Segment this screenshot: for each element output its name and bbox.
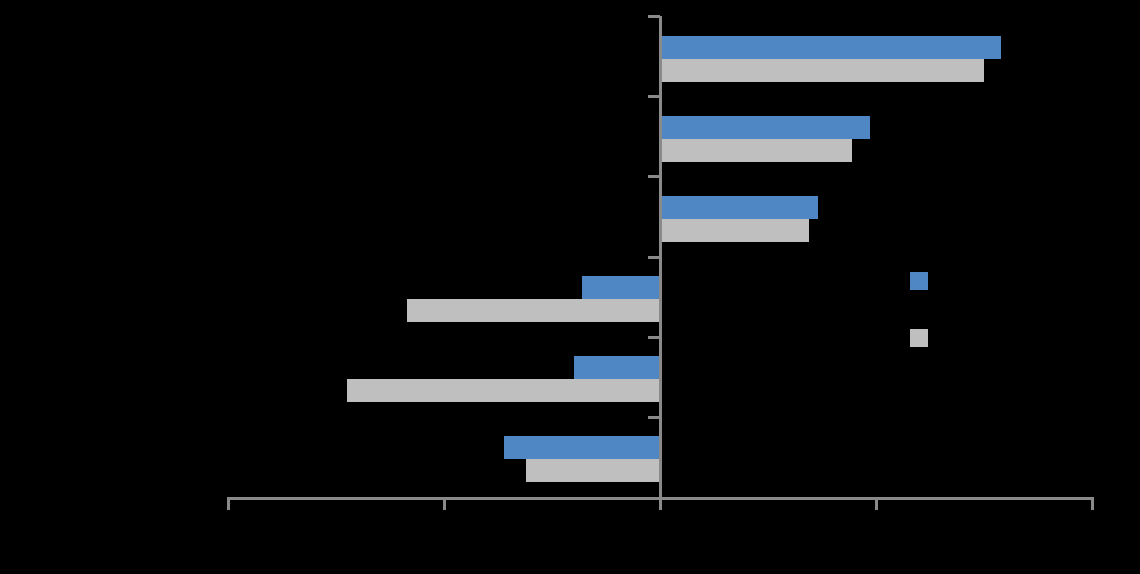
y-axis-tick: [648, 255, 660, 259]
bar-gray-category-6: [526, 459, 660, 483]
x-axis-tick: [874, 497, 878, 510]
bar-blue-category-1: [660, 35, 1002, 59]
bar-gray-category-4: [407, 299, 660, 322]
y-axis-tick: [648, 415, 660, 419]
bar-blue-category-3: [660, 195, 818, 219]
y-axis-line: [658, 16, 662, 500]
bar-gray-category-1: [660, 58, 984, 82]
y-axis-tick: [648, 335, 660, 339]
bar-gray-category-5: [346, 379, 660, 403]
legend-swatch-blue: [910, 272, 928, 290]
y-axis-tick: [648, 15, 660, 18]
x-axis-tick: [1090, 497, 1094, 510]
bar-gray-category-3: [660, 218, 810, 242]
legend-swatch-gray: [910, 329, 928, 347]
x-axis-tick: [226, 497, 230, 510]
x-axis-tick: [658, 497, 662, 510]
bar-blue-category-2: [660, 115, 870, 139]
bar-gray-category-2: [660, 138, 853, 162]
bar-blue-category-4: [582, 276, 660, 299]
bar-blue-category-5: [573, 356, 660, 380]
bar-blue-category-6: [504, 436, 660, 460]
y-axis-tick: [648, 175, 660, 179]
x-axis-tick: [442, 497, 446, 510]
y-axis-tick: [648, 95, 660, 99]
